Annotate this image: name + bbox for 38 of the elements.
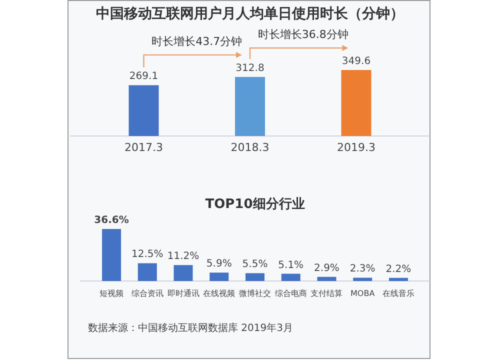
bar	[246, 273, 264, 281]
bar	[138, 263, 157, 281]
data-label: 5.5%	[242, 259, 268, 270]
source-note: 数据来源：中国移动互联网数据库 2019年3月	[88, 322, 293, 334]
bar	[102, 229, 122, 281]
data-label: 312.8	[236, 62, 264, 74]
x-tick-label: 微博社交	[239, 289, 271, 298]
data-label: 36.6%	[94, 215, 129, 226]
data-label: 5.1%	[278, 260, 304, 271]
chart-title: TOP10细分行业	[205, 197, 305, 212]
bar	[281, 274, 300, 281]
data-label: 2.2%	[386, 264, 412, 275]
data-label: 2.9%	[314, 262, 340, 274]
x-tick-label: 在线视频	[203, 289, 236, 298]
data-label: 2.3%	[350, 264, 376, 275]
text: 时长增长43.7分钟	[152, 34, 242, 48]
x-tick-label: 支付结算	[310, 289, 343, 298]
x-tick-label: 综合资讯	[131, 289, 164, 298]
data-label: 12.5%	[132, 249, 164, 260]
x-tick-label: 短视频	[100, 289, 124, 298]
text: 时长增长36.8分钟	[258, 28, 348, 41]
data-label: 349.6	[342, 56, 371, 67]
bar	[317, 276, 336, 281]
data-label: 5.9%	[206, 258, 232, 270]
x-tick-label: MOBA	[350, 289, 376, 298]
chart-title: 中国移动互联网用户月人均单日使用时长（分钟）	[96, 5, 404, 22]
bar	[174, 265, 193, 281]
x-tick-label: 综合电商	[274, 289, 307, 298]
bar	[210, 272, 229, 281]
x-tick-label: 2017.3	[124, 141, 163, 154]
data-label: 269.1	[129, 71, 158, 82]
x-tick-label: 即时通讯	[167, 289, 200, 298]
bar	[353, 278, 372, 281]
x-tick-label: 在线音乐	[382, 289, 414, 298]
x-tick-label: 2018.3	[230, 141, 270, 154]
data-label: 11.2%	[167, 251, 200, 262]
x-tick-label: 2019.3	[337, 141, 376, 154]
bar	[388, 278, 408, 281]
